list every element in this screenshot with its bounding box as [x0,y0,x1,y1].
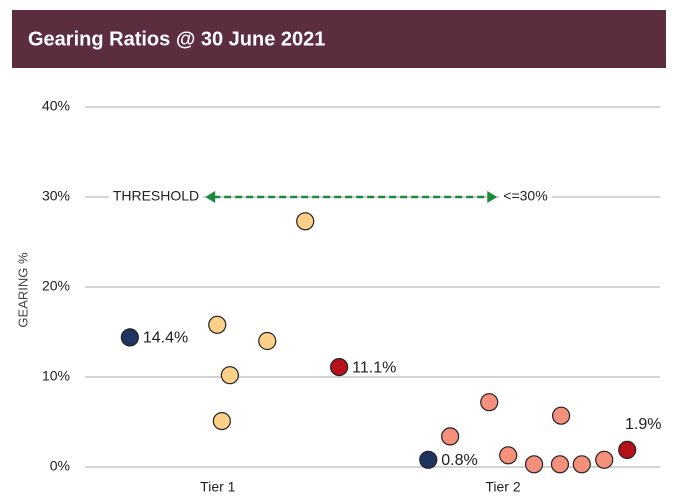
threshold-note: <=30% [503,188,547,204]
label-bg [108,187,204,204]
data-label: 11.1% [352,359,396,376]
point [120,328,139,347]
arrow-head [487,191,498,203]
chart-title: Gearing Ratios @ 30 June 2021 [28,28,325,50]
point [480,393,499,412]
header-bar [12,10,666,68]
arrow-head [205,191,216,203]
point [296,212,315,231]
x-tick-label: Tier 2 [485,479,520,495]
threshold-label: THRESHOLD [113,188,199,204]
point [551,406,571,425]
y-tick-label: 10% [42,368,70,384]
y-tick-label: 0% [50,458,70,474]
y-tick-label: 20% [42,278,70,294]
point [419,450,438,469]
data-label: 1.9% [625,416,661,433]
point [258,331,277,351]
point [595,450,614,469]
point [524,455,544,474]
point [208,315,227,334]
point [220,366,239,385]
point [572,455,591,474]
data-label: 14.4% [143,330,188,347]
point [550,455,570,474]
data-label: 0.8% [441,452,477,469]
point [499,446,518,465]
point [618,440,637,459]
point [212,412,231,431]
point [330,358,349,377]
point [441,427,460,446]
x-tick-label: Tier 1 [200,479,235,495]
y-tick-label: 40% [42,98,70,114]
y-tick-label: 30% [42,188,70,204]
y-axis-label: GEARING % [15,252,30,328]
label-bg [499,187,552,204]
